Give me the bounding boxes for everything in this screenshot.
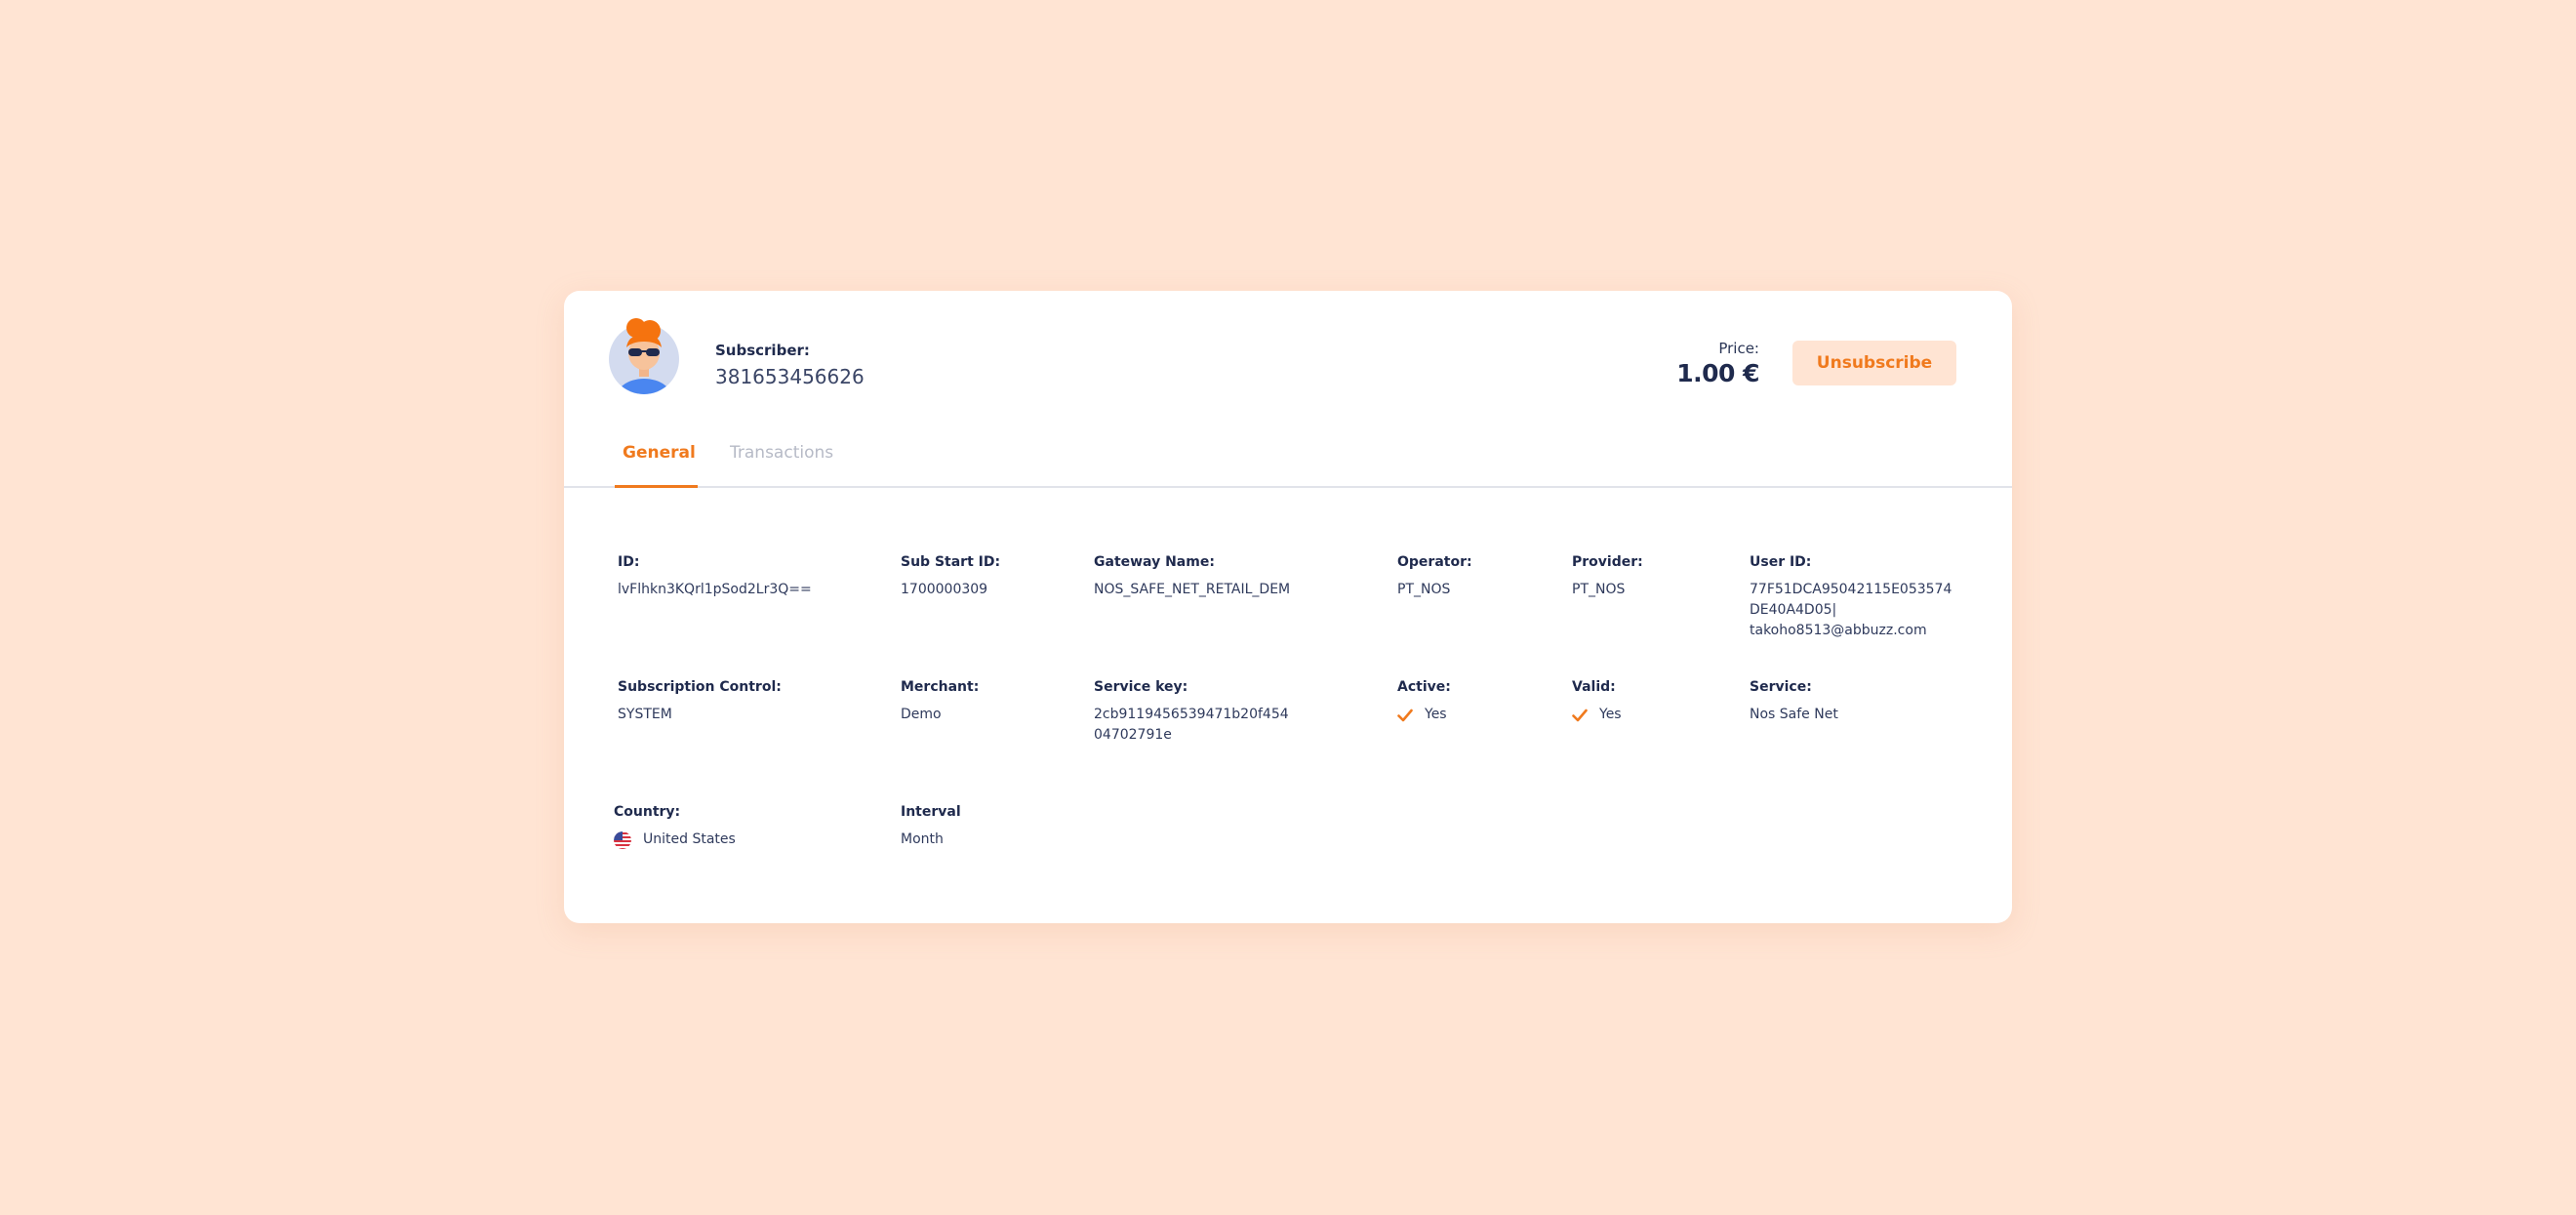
tab-general[interactable]: General [623,443,696,463]
field-label: Provider: [1572,554,1643,570]
field-label: Service: [1750,679,1812,695]
field-value: PT_NOS [1397,582,1451,597]
field-label: Active: [1397,679,1451,695]
field-user-id: User ID: 77F51DCA95042115E053574 DE40A4D… [1750,554,1984,641]
field-country: Country: United States [614,804,858,850]
field-value: NOS_SAFE_NET_RETAIL_DEMO [1094,582,1289,597]
field-label: User ID: [1750,554,1812,570]
field-label: Country: [614,804,681,820]
field-label: Valid: [1572,679,1616,695]
field-value: Demo [901,707,942,722]
field-value: United States [643,831,736,847]
active-status: Yes [1397,705,1544,725]
field-merchant: Merchant: Demo [901,679,1047,725]
field-label: Interval [901,804,961,820]
field-service-key: Service key: 2cb9119456539471b20f454 047… [1094,679,1308,746]
field-value: SYSTEM [618,707,672,722]
field-active: Active: Yes [1397,679,1544,725]
subscription-details-card: Subscriber: 381653456626 Price: 1.00 € U… [564,291,2012,923]
field-label: Service key: [1094,679,1188,695]
us-flag-icon [614,830,631,849]
field-label: Operator: [1397,554,1472,570]
active-tab-indicator [615,485,698,488]
user-id-line: 77F51DCA95042115E053574 [1750,582,1952,597]
user-avatar-icon [609,318,679,394]
field-label: Subscription Control: [618,679,782,695]
check-icon [1397,709,1413,721]
tab-transactions[interactable]: Transactions [730,443,834,463]
valid-status: Yes [1572,705,1718,725]
field-label: Gateway Name: [1094,554,1215,570]
field-gateway-name: Gateway Name: NOS_SAFE_NET_RETAIL_DEMO [1094,554,1289,600]
field-provider: Provider: PT_NOS [1572,554,1718,600]
subscriber-number: 381653456626 [715,365,865,388]
unsubscribe-button[interactable]: Unsubscribe [1792,341,1956,385]
field-subscription-control: Subscription Control: SYSTEM [618,679,862,725]
field-value: Yes [1599,707,1622,722]
field-sub-start-id: Sub Start ID: 17000003097 [901,554,1001,600]
service-key-line: 2cb9119456539471b20f454 [1094,707,1289,722]
field-value: 17000003097 [901,582,986,597]
user-id-email: takoho8513@abbuzz.com [1750,623,1927,638]
field-label: Sub Start ID: [901,554,1001,570]
field-operator: Operator: PT_NOS [1397,554,1544,600]
check-icon [1572,709,1588,721]
field-service: Service: Nos Safe Net [1750,679,1984,725]
field-value: PT_NOS [1572,582,1626,597]
service-key-line: 04702791e [1094,727,1172,743]
subscriber-label: Subscriber: [715,342,810,359]
tab-bar: General Transactions [564,435,2012,488]
field-value: Yes [1425,707,1447,722]
field-interval: Interval Month [901,804,1047,850]
country-value-row: United States [614,830,858,850]
field-value: lvFlhkn3KQrl1pSod2Lr3Q== [618,582,812,597]
field-valid: Valid: Yes [1572,679,1718,725]
price-value: 1.00 € [1676,359,1759,387]
user-id-line: DE40A4D05| [1750,602,1837,618]
price-label: Price: [1718,340,1759,357]
field-value: 77F51DCA95042115E053574 DE40A4D05| takoh… [1750,580,1984,641]
field-value: Month [901,831,944,847]
field-value: Nos Safe Net [1750,707,1838,722]
field-label: ID: [618,554,640,570]
field-id: ID: lvFlhkn3KQrl1pSod2Lr3Q== [618,554,862,600]
field-label: Merchant: [901,679,980,695]
field-value: 2cb9119456539471b20f454 04702791e [1094,705,1308,746]
